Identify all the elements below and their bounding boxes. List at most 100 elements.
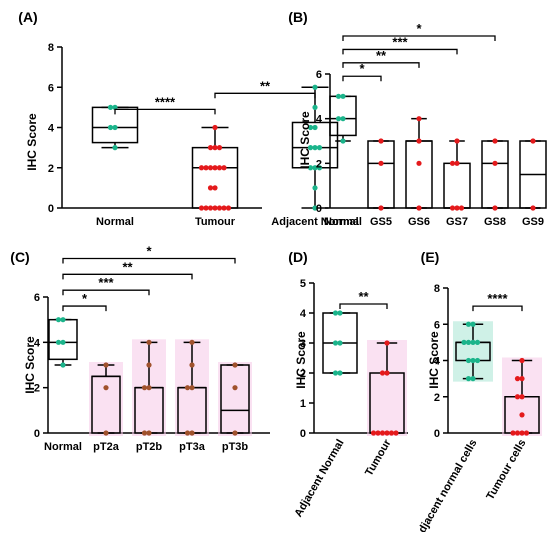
category-label: pT2b xyxy=(136,441,163,453)
category-label: Tumour cells xyxy=(484,438,528,503)
category-label: Normal xyxy=(96,216,134,228)
panel-label: (C) xyxy=(10,249,29,265)
data-point xyxy=(465,339,472,345)
box-iqr xyxy=(481,140,509,209)
y-tick-label: 8 xyxy=(434,283,440,295)
data-point xyxy=(103,385,109,391)
significance-bracket: * xyxy=(342,21,496,42)
y-tick-label: 4 xyxy=(34,337,41,349)
data-point xyxy=(416,116,422,122)
box-1 xyxy=(322,310,358,376)
data-point xyxy=(454,138,460,144)
data-point xyxy=(189,385,195,391)
y-axis-label: IHC Score xyxy=(298,111,312,169)
box-1 xyxy=(91,104,139,151)
box-2 xyxy=(367,138,395,211)
y-axis-label: IHC Score xyxy=(25,113,39,171)
box-3 xyxy=(132,339,166,436)
data-point xyxy=(375,430,381,436)
data-point xyxy=(55,339,62,345)
box-1 xyxy=(48,317,78,368)
bracket-line xyxy=(342,35,496,42)
data-point xyxy=(332,310,339,316)
data-point xyxy=(340,93,346,99)
data-point xyxy=(103,430,109,436)
significance-bracket: *** xyxy=(342,34,458,55)
panel-label: (D) xyxy=(288,249,307,265)
box-iqr xyxy=(367,140,395,209)
data-point xyxy=(203,165,209,171)
bracket-line xyxy=(62,289,150,296)
category-label: Adjacent Normal xyxy=(292,438,346,520)
significance-label: ** xyxy=(122,259,133,274)
data-point xyxy=(112,124,118,131)
y-axis-label: IHC Score xyxy=(23,336,37,394)
significance-bracket: ** xyxy=(342,48,420,68)
box-2 xyxy=(191,124,239,211)
y-tick-label: 4 xyxy=(48,123,55,135)
data-point xyxy=(232,430,238,436)
y-tick-label: 4 xyxy=(300,308,307,320)
bracket-line xyxy=(214,92,316,99)
data-point xyxy=(378,205,384,211)
data-point xyxy=(370,430,377,436)
data-point xyxy=(203,205,209,211)
box-1 xyxy=(453,321,493,382)
significance-bracket: **** xyxy=(114,94,216,115)
significance-label: **** xyxy=(155,94,176,109)
data-point xyxy=(337,340,343,346)
panel-e: (E) IHC Score 0 2 4 6 8 Adjacent normal cells Tu… xyxy=(412,249,542,537)
significance-label: * xyxy=(416,21,422,36)
data-point xyxy=(388,430,395,436)
data-point xyxy=(312,205,318,211)
data-point xyxy=(141,430,148,436)
category-label: pT3a xyxy=(179,441,206,453)
data-point xyxy=(60,317,66,323)
data-point xyxy=(207,145,214,151)
data-point xyxy=(454,205,460,211)
box-2 xyxy=(502,357,542,436)
y-tick-label: 0 xyxy=(48,203,54,215)
box-5 xyxy=(218,362,252,436)
y-tick-label: 1 xyxy=(300,398,306,410)
box-iqr xyxy=(443,162,471,209)
box-shade xyxy=(218,362,252,436)
data-point xyxy=(312,145,318,151)
bracket-line xyxy=(342,75,382,82)
box-iqr xyxy=(405,140,433,209)
data-point xyxy=(198,165,205,171)
category-label: Adjacent Normal xyxy=(271,216,358,228)
box-iqr xyxy=(191,146,239,209)
box-4 xyxy=(443,138,471,211)
data-point xyxy=(312,165,318,171)
data-point xyxy=(225,205,232,211)
data-point xyxy=(307,124,314,131)
box-6 xyxy=(519,138,547,211)
box-3 xyxy=(405,116,433,211)
y-tick-label: 0 xyxy=(300,428,306,440)
significance-label: * xyxy=(82,291,88,306)
significance-label: ** xyxy=(376,48,387,63)
bracket-line xyxy=(342,48,458,55)
y-tick-label: 0 xyxy=(34,428,40,440)
data-point xyxy=(312,84,318,90)
data-point xyxy=(492,160,498,166)
data-point xyxy=(216,165,223,171)
data-point xyxy=(312,104,318,110)
y-tick-label: 2 xyxy=(316,158,322,170)
data-point xyxy=(232,362,238,368)
data-point xyxy=(189,430,195,436)
data-point xyxy=(212,165,218,171)
y-tick-label: 6 xyxy=(34,292,40,304)
data-point xyxy=(379,370,386,376)
significance-bracket: * xyxy=(62,291,107,312)
data-point xyxy=(393,430,399,436)
data-point xyxy=(55,317,62,323)
bracket-line xyxy=(472,305,523,312)
category-label: GS6 xyxy=(408,216,430,228)
significance-label: * xyxy=(146,243,152,258)
y-tick-label: 6 xyxy=(434,319,440,331)
y-tick-label: 4 xyxy=(316,114,323,126)
